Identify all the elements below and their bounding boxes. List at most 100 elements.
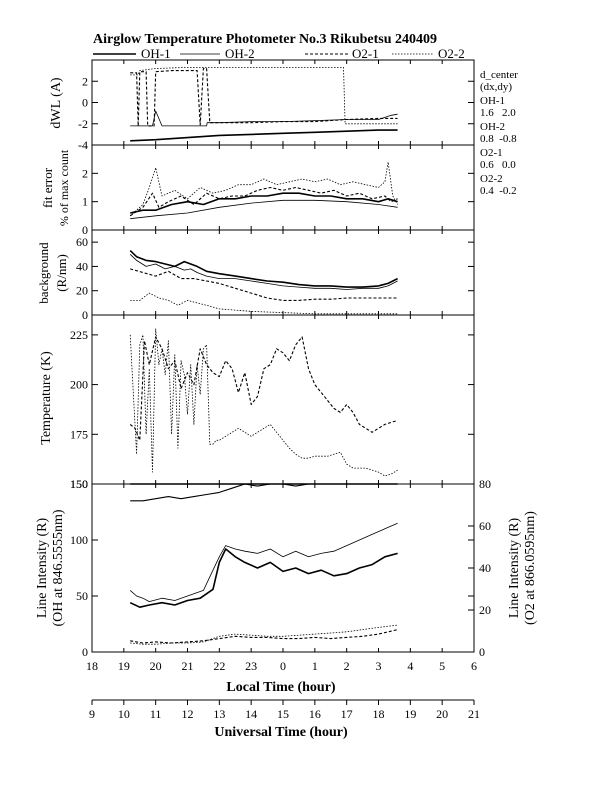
series-line-intensity-o2-2 — [130, 624, 398, 645]
series-line-bg-o2-1 — [130, 268, 398, 301]
panel-frame-intensity — [91, 483, 475, 653]
d-center-label-o2-2: O2-2 — [480, 173, 503, 185]
ylabel-background: background — [36, 242, 51, 304]
x-tick-label-local: 19 — [118, 659, 130, 673]
x-label-local: Local Time (hour) — [226, 680, 335, 695]
series-line-bg-o2-2 — [130, 292, 398, 315]
y-tick-label-dwl: -4 — [78, 138, 88, 152]
d-center-info: d_center (dx,dy) OH-1 1.6 2.0 OH-2 0.8 -… — [480, 69, 518, 197]
y-tick-label-temp: 175 — [70, 427, 88, 441]
x-tick-label-universal: 11 — [150, 707, 162, 721]
ylabel-intensity-sub: (OH at 846.5555nm) — [51, 509, 66, 626]
y-tick-label-dwl: -2 — [78, 117, 88, 131]
x-tick-label-local: 21 — [182, 659, 194, 673]
series-line-intensity-oh-1 — [129, 548, 398, 608]
y-tick-label-bg: 40 — [76, 259, 88, 273]
panel-frame-dwl — [91, 59, 475, 146]
ylabel-intensity-right: Line Intensity (R) — [507, 518, 522, 619]
series-line-intensity-upper — [130, 483, 398, 502]
panel-frame-fit — [91, 144, 475, 231]
series-line-temp-o2-2 — [129, 328, 398, 477]
series-line-intensity-oh-2 — [129, 522, 398, 602]
ylabel-temperature: Temperature (K) — [39, 351, 54, 445]
panel-fit-error: fit error % of max count — [40, 149, 71, 226]
legend-label-oh2: OH-2 — [225, 46, 255, 61]
legend-item-o2-2: O2-2 — [392, 46, 465, 61]
ylabel-fit-error: fit error — [40, 167, 55, 208]
legend-item-o2-1: O2-1 — [305, 46, 379, 61]
d-center-label-o2-1: O2-1 — [480, 147, 503, 159]
legend-label-o2-1: O2-1 — [352, 46, 379, 61]
ylabel2-background: (R/nm) — [54, 254, 69, 292]
ylabel-intensity: Line Intensity (R) — [35, 518, 50, 619]
d-center-subtitle: (dx,dy) — [480, 81, 512, 93]
legend-label-oh1: OH-1 — [141, 46, 171, 61]
x-tick-label-universal: 18 — [373, 707, 385, 721]
d-center-label-oh1: OH-1 — [480, 95, 505, 107]
d-center-value-o2-1: 0.6 0.0 — [480, 159, 516, 171]
y-tick-label-dwl: 0 — [82, 96, 88, 110]
d-center-label-oh2: OH-2 — [480, 121, 505, 133]
plot-layer: -4-2020120204060150175200225050100150020… — [70, 59, 491, 721]
chart-title: Airglow Temperature Photometer No.3 Riku… — [93, 32, 437, 47]
x-tick-label-local: 22 — [213, 659, 225, 673]
y-tick-label-right-intensity: 80 — [479, 477, 491, 491]
x-tick-label-universal: 14 — [245, 707, 257, 721]
series-line-dwl-o2-2 — [130, 67, 398, 125]
series-line-fit-oh-2 — [130, 199, 398, 220]
series-line-bg-oh-1 — [129, 250, 398, 288]
d-center-value-oh1: 1.6 2.0 — [480, 107, 516, 119]
panel-dwl: dWL (A) — [49, 77, 64, 129]
legend-label-o2-2: O2-2 — [438, 46, 465, 61]
x-tick-label-local: 23 — [245, 659, 257, 673]
legend-item-oh2: OH-2 — [180, 46, 255, 61]
x-tick-label-local: 4 — [407, 659, 413, 673]
x-tick-label-local: 1 — [312, 659, 318, 673]
y-tick-label-temp: 150 — [70, 477, 88, 491]
x-tick-label-universal: 13 — [213, 707, 225, 721]
y-tick-label-intensity: 150 — [70, 477, 88, 491]
x-tick-label-universal: 12 — [182, 707, 194, 721]
x-tick-label-local: 18 — [86, 659, 98, 673]
ylabel-intensity-right-sub: (O2 at 866.0595nm) — [523, 511, 538, 625]
y-tick-label-fit: 0 — [82, 223, 88, 237]
x-tick-label-universal: 20 — [436, 707, 448, 721]
x-tick-label-local: 3 — [376, 659, 382, 673]
panel-temperature: Temperature (K) — [39, 351, 54, 445]
panel-background: background (R/nm) — [36, 242, 69, 304]
y-tick-label-intensity: 0 — [82, 645, 88, 659]
y-tick-label-right-intensity: 20 — [479, 603, 491, 617]
series-line-fit-o2-2 — [129, 161, 398, 217]
y-tick-label-dwl: 2 — [82, 74, 88, 88]
x-tick-label-local: 5 — [439, 659, 445, 673]
series-line-fit-oh-1 — [130, 192, 398, 214]
x-tick-label-universal: 19 — [404, 707, 416, 721]
d-center-title: d_center — [480, 69, 518, 81]
x-tick-label-universal: 9 — [89, 707, 95, 721]
y-tick-label-intensity: 100 — [70, 533, 88, 547]
y-tick-label-bg: 20 — [76, 284, 88, 298]
y-tick-label-right-intensity: 60 — [479, 519, 491, 533]
x-tick-label-universal: 10 — [118, 707, 130, 721]
legend-item-oh1: OH-1 — [93, 46, 171, 61]
x-tick-label-universal: 21 — [468, 707, 480, 721]
ylabel-dwl: dWL (A) — [49, 77, 64, 129]
x-tick-label-local: 2 — [344, 659, 350, 673]
y-tick-label-temp: 200 — [70, 378, 88, 392]
x-label-universal: Universal Time (hour) — [214, 725, 348, 740]
x-tick-label-universal: 15 — [277, 707, 289, 721]
x-tick-label-local: 0 — [280, 659, 286, 673]
x-tick-label-local: 6 — [471, 659, 477, 673]
panel-frame-bg — [91, 229, 475, 316]
y-tick-label-bg: 60 — [76, 235, 88, 249]
series-line-bg-oh-2 — [129, 254, 398, 290]
ylabel2-fit-error: % of max count — [57, 149, 71, 226]
y-tick-label-right-intensity: 0 — [479, 645, 485, 659]
x-tick-label-universal: 16 — [309, 707, 321, 721]
y-tick-label-fit: 2 — [82, 166, 88, 180]
d-center-value-oh2: 0.8 -0.8 — [480, 133, 517, 145]
y-tick-label-temp: 225 — [70, 328, 88, 342]
panel-frame-temp — [91, 314, 475, 485]
y-tick-label-intensity: 50 — [76, 589, 88, 603]
